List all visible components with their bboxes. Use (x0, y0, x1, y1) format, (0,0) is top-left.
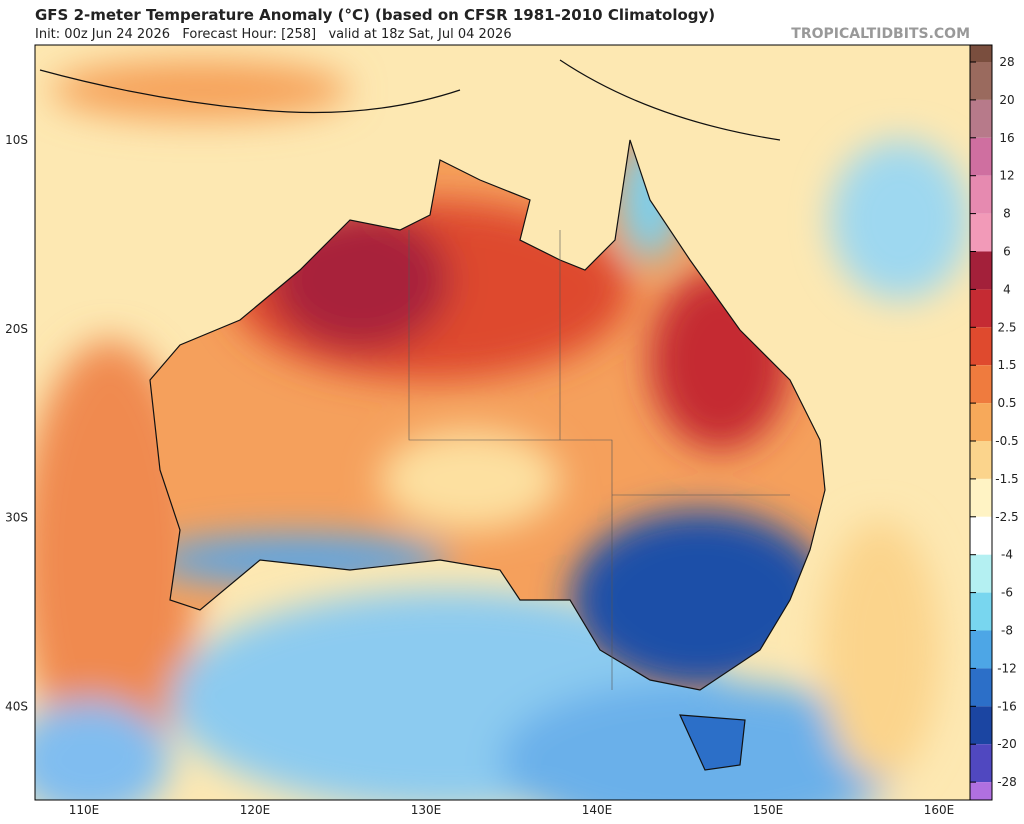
lon-label: 140E (582, 803, 613, 817)
colorbar-label: -0.5 (995, 434, 1018, 448)
colorbar-swatch (970, 365, 992, 404)
lat-label: 30S (5, 511, 28, 525)
lat-label: 20S (5, 322, 28, 336)
colorbar-swatch (970, 516, 992, 555)
subtitle: Init: 00z Jun 24 2026 Forecast Hour: [25… (35, 27, 512, 42)
colorbar-label: 6 (1003, 245, 1011, 259)
colorbar-swatch (970, 403, 992, 441)
colorbar-swatch (970, 251, 992, 290)
colorbar-swatch (970, 45, 992, 62)
colorbar-label: -2.5 (995, 510, 1018, 524)
site-watermark: TROPICALTIDBITS.COM (791, 26, 970, 42)
lon-label: 130E (411, 803, 442, 817)
colorbar-swatch (970, 706, 992, 745)
colorbar-swatch (970, 441, 992, 479)
colorbar-swatch (970, 327, 992, 366)
colorbar-swatch (970, 175, 992, 214)
colorbar-label: -6 (1001, 586, 1013, 600)
lat-label: 10S (5, 133, 28, 147)
lon-label: 160E (924, 803, 955, 817)
colorbar-label: -8 (1001, 624, 1013, 638)
colorbar-swatch (970, 99, 992, 138)
colorbar-label: 20 (999, 93, 1014, 107)
colorbar-label: 16 (999, 131, 1014, 145)
colorbar-label: 28 (999, 55, 1014, 69)
colorbar-swatch (970, 782, 992, 800)
colorbar-swatch (970, 213, 992, 252)
colorbar-frame (969, 44, 993, 801)
colorbar-label: -16 (997, 699, 1017, 713)
colorbar-swatch (970, 289, 992, 328)
lat-label: 40S (5, 699, 28, 713)
colorbar-label: 1.5 (997, 358, 1016, 372)
colorbar-swatch (970, 630, 992, 669)
colorbar-label: -28 (997, 775, 1017, 789)
title: GFS 2-meter Temperature Anomaly (°C) (ba… (35, 6, 715, 24)
colorbar-label: 2.5 (997, 320, 1016, 334)
colorbar-swatch (970, 478, 992, 517)
map-field (35, 45, 970, 800)
colorbar-swatch (970, 554, 992, 593)
colorbar-swatch (970, 744, 992, 783)
lon-label: 120E (240, 803, 271, 817)
colorbar-label: -4 (1001, 548, 1013, 562)
colorbar-swatch (970, 62, 992, 100)
colorbar-label: 4 (1003, 282, 1011, 296)
colorbar-label: 8 (1003, 207, 1011, 221)
colorbar-label: -12 (997, 661, 1017, 675)
colorbar-swatch (970, 592, 992, 631)
colorbar-label: 12 (999, 169, 1014, 183)
colorbar-swatch (970, 137, 992, 176)
lon-label: 150E (753, 803, 784, 817)
lon-label: 110E (69, 803, 100, 817)
colorbar-label: 0.5 (997, 396, 1016, 410)
colorbar-swatch (970, 668, 992, 707)
colorbar-label: -1.5 (995, 472, 1018, 486)
colorbar-label: -20 (997, 737, 1017, 751)
